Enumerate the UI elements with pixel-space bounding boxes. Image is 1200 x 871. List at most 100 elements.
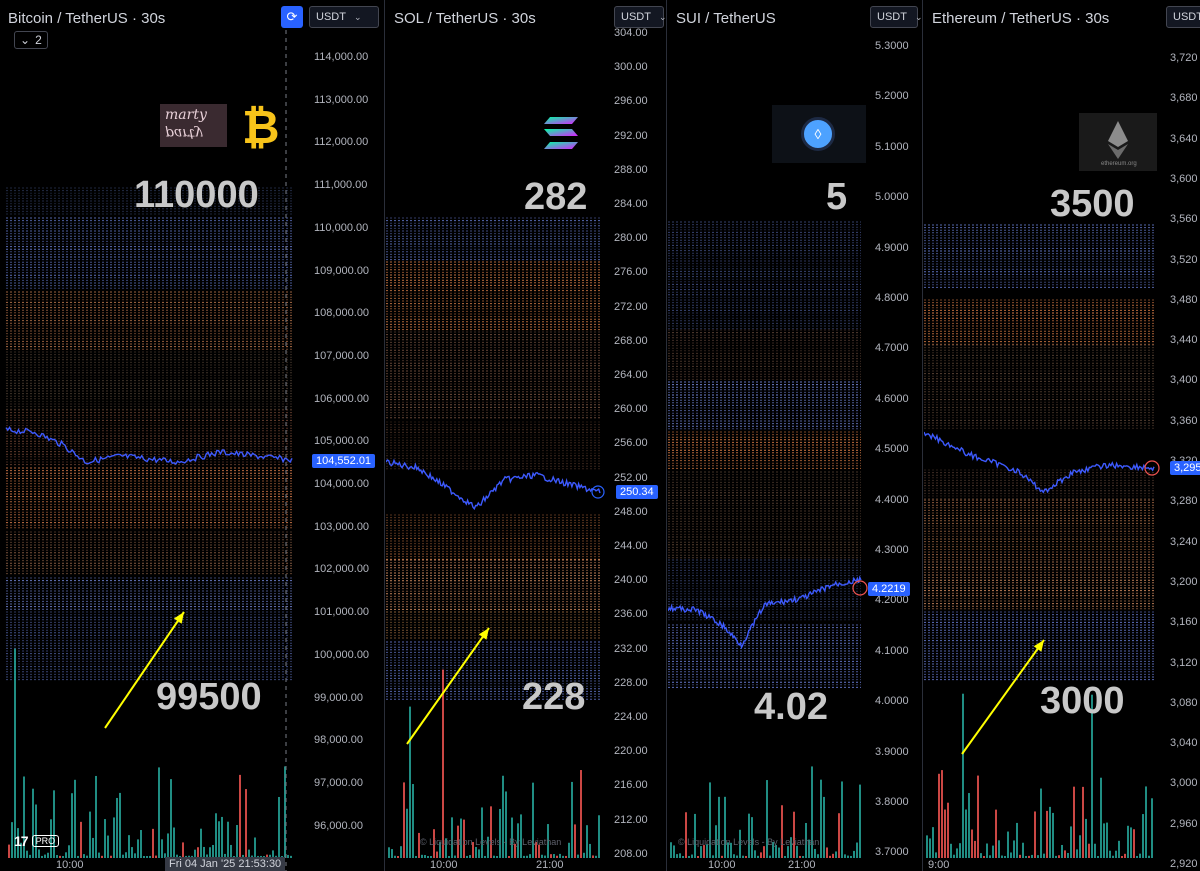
volume-bar (481, 807, 483, 858)
price-tick-label: 2,960 (1170, 817, 1198, 830)
volume-bar (817, 854, 819, 858)
currency-select[interactable]: USDT ⌄ (870, 6, 922, 28)
sol-plot[interactable] (386, 0, 666, 871)
price-line (924, 431, 1155, 494)
price-tick-label: 5.0000 (875, 191, 909, 204)
volume-bar (1130, 827, 1132, 858)
volume-bar (230, 844, 232, 858)
eth-plot[interactable] (924, 0, 1200, 871)
volume-bar (224, 853, 226, 858)
volume-bar (460, 818, 462, 858)
volume-bar (844, 854, 846, 858)
volume-bar (415, 856, 417, 858)
volume-bar (80, 821, 82, 858)
layout-count: 2 (35, 33, 42, 47)
symbol-title[interactable]: Bitcoin / TetherUS · 30s (8, 10, 166, 27)
volume-bar (673, 845, 675, 858)
price-tick-label: 111,000.00 (314, 179, 368, 192)
symbol-title[interactable]: SUI / TetherUS (676, 10, 776, 27)
price-tick-label: 100,000.00 (314, 648, 370, 661)
volume-bar (739, 829, 741, 858)
time-label: 10:00 (708, 859, 736, 871)
volume-bar (772, 842, 774, 858)
symbol-title[interactable]: Ethereum / TetherUS · 30s (932, 10, 1110, 27)
price-tick-label: 3,000 (1170, 777, 1198, 790)
last-price-marker (1144, 460, 1160, 476)
currency-select[interactable]: USDT ⌄ (614, 6, 666, 28)
volume-bar (727, 842, 729, 858)
price-tick-label: 102,000.00 (314, 563, 370, 576)
currency-select[interactable]: USDT ⌄ (309, 6, 379, 28)
volume-bar (944, 809, 946, 858)
volume-bar (188, 855, 190, 858)
volume-bar (1106, 822, 1108, 858)
volume-bar (176, 854, 178, 858)
volume-bar (409, 706, 411, 858)
chart-panel-eth[interactable]: Ethereum / TetherUS · 30s USDT ⌄ ethereu… (924, 0, 1200, 871)
price-tick-label: 220.00 (614, 745, 648, 758)
panel-divider[interactable] (666, 0, 667, 871)
price-tick-label: 3,160 (1170, 616, 1198, 629)
chart-panel-sui[interactable]: SUI / TetherUS USDT ⌄ ◊ 5 4.02 5.3000 5.2… (668, 0, 922, 871)
volume-bar (965, 809, 967, 858)
price-tick-label: 284.00 (614, 198, 648, 210)
volume-bar (538, 844, 540, 858)
pro-badge: PRO (31, 835, 60, 847)
volume-bar (706, 844, 708, 858)
volume-bar (502, 775, 504, 858)
price-axis[interactable]: 114,000.00 113,000.00 112,000.00 111,000.00… (312, 0, 384, 871)
volume-bar (847, 855, 849, 858)
volume-bar (137, 839, 139, 858)
price-tick-label: 276.00 (614, 266, 648, 279)
tradingview-logo[interactable]: 17 PRO (14, 833, 60, 849)
volume-bar (499, 808, 501, 858)
volume-bar (1148, 855, 1150, 858)
volume-bar (763, 846, 765, 858)
price-tick-label: 3.8000 (875, 796, 909, 808)
volume-bar (197, 847, 199, 858)
price-axis[interactable]: 304.00 300.00 296.00 292.00 288.00 284.00 280.… (612, 0, 666, 871)
volume-bar (38, 849, 40, 858)
price-tick-label: 103,000.00 (314, 520, 370, 533)
volume-bar (1085, 818, 1087, 858)
volume-bar (191, 855, 193, 858)
volume-bar (1007, 831, 1009, 858)
volume-bar (493, 855, 495, 858)
level-high-label: 3500 (1050, 183, 1135, 225)
volume-bar (203, 846, 205, 858)
volume-bar (980, 853, 982, 858)
symbol-title[interactable]: SOL / TetherUS · 30s (394, 10, 536, 27)
volume-bar (400, 846, 402, 858)
volume-bar (589, 843, 591, 858)
volume-bar (1151, 798, 1153, 858)
sui-plot[interactable] (668, 0, 922, 871)
volume-bar (1043, 853, 1045, 858)
panel-divider[interactable] (384, 0, 385, 871)
price-tick-label: 113,000.00 (314, 93, 369, 106)
layout-count-button[interactable]: ⌄ 2 (14, 31, 48, 49)
volume-bar (496, 855, 498, 858)
volume-bar (983, 855, 985, 858)
volume-bar (1139, 853, 1141, 858)
volume-bar (254, 837, 256, 858)
chart-panel-btc[interactable]: Bitcoin / TetherUS · 30s ⟳ USDT ⌄ ⌄ 2 ma… (0, 0, 384, 871)
volume-bar (143, 856, 145, 858)
currency-select[interactable]: USDT ⌄ (1166, 6, 1200, 28)
price-axis[interactable]: 5.3000 5.2000 5.1000 5.0000 4.9000 4.8000 4.70… (873, 0, 922, 871)
price-tick-label: 248.00 (614, 505, 648, 518)
volume-bar (926, 835, 928, 858)
btc-plot[interactable] (0, 0, 384, 871)
volume-bar (523, 855, 525, 858)
volume-bar (1142, 814, 1144, 858)
sync-icon[interactable]: ⟳ (281, 6, 303, 28)
volume-bar (571, 781, 573, 858)
price-tick-label: 3,560 (1170, 213, 1198, 226)
price-tick-label: 304.00 (614, 27, 648, 39)
chart-panel-sol[interactable]: SOL / TetherUS · 30s USDT ⌄ 282 228 304.… (386, 0, 666, 871)
volume-bar (394, 855, 396, 858)
panel-divider[interactable] (922, 0, 923, 871)
volume-bar (1136, 855, 1138, 858)
price-tick-label: 4.6000 (875, 392, 909, 405)
price-tick-label: 3,680 (1170, 92, 1198, 105)
price-axis[interactable]: 3,720 3,680 3,640 3,600 3,560 3,520 3,480 3,440… (1170, 0, 1200, 871)
